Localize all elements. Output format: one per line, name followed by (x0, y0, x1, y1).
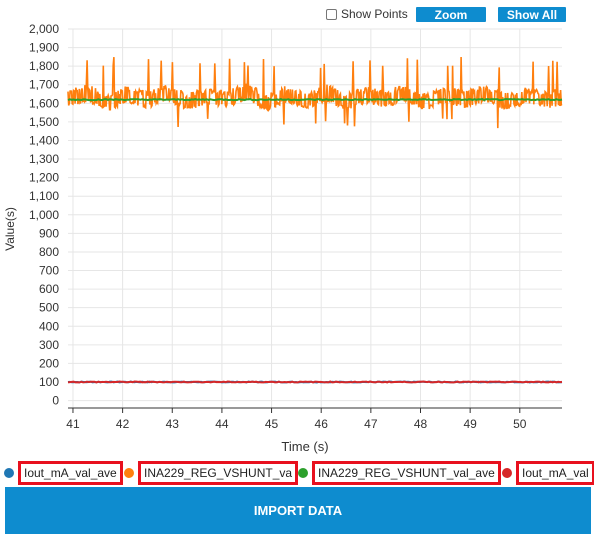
legend-dot-icon (298, 468, 308, 478)
y-tick-label: 1,000 (29, 208, 59, 222)
chart-legend: Iout_mA_val_ave INA229_REG_VSHUNT_va INA… (0, 460, 594, 486)
y-tick-label: 1,200 (29, 171, 59, 185)
x-tick-label: 49 (463, 417, 477, 431)
legend-dot-icon (4, 468, 14, 478)
y-tick-label: 700 (39, 264, 59, 278)
y-tick-label: 600 (39, 282, 59, 296)
y-tick-label: 500 (39, 301, 59, 315)
y-tick-label: 1,300 (29, 152, 59, 166)
show-points-label: Show Points (341, 7, 408, 21)
x-tick-label: 44 (215, 417, 229, 431)
y-tick-label: 1,500 (29, 115, 59, 129)
zoom-button[interactable]: Zoom (416, 7, 486, 22)
y-tick-label: 300 (39, 338, 59, 352)
y-tick-label: 1,900 (29, 41, 59, 55)
legend-label: INA229_REG_VSHUNT_val_ave (312, 461, 501, 485)
series-line-ina229-reg-vshunt-val-ave (67, 97, 563, 102)
line-chart[interactable]: 0 100 200 300 400 500 600 700 800 900 1,000 1,100 1,… (0, 24, 594, 456)
legend-item-iout-ma-val-ave[interactable]: Iout_mA_val_ave (4, 460, 123, 486)
x-tick-label: 48 (414, 417, 428, 431)
show-points-toggle[interactable]: Show Points (326, 7, 408, 21)
x-tick-label: 43 (166, 417, 180, 431)
y-tick-label: 1,400 (29, 133, 59, 147)
series-line-iout-ma-val (67, 380, 563, 384)
y-tick-label: 1,100 (29, 189, 59, 203)
legend-dot-icon (124, 468, 134, 478)
series-line-ina229-vshunt-val (67, 56, 563, 129)
legend-label: INA229_REG_VSHUNT_va (138, 461, 299, 485)
y-tick-label: 100 (39, 375, 59, 389)
legend-item-ina229-vshunt-val[interactable]: INA229_REG_VSHUNT_va (124, 460, 299, 486)
x-axis-ticks: 41 42 43 44 45 46 47 48 49 50 (66, 408, 527, 431)
y-tick-label: 900 (39, 226, 59, 240)
legend-dot-icon (502, 468, 512, 478)
y-tick-label: 200 (39, 356, 59, 370)
chart-grid (68, 28, 562, 408)
y-axis-ticks: 0 100 200 300 400 500 600 700 800 900 1,000 1,100 1,… (29, 24, 59, 408)
show-all-button[interactable]: Show All (498, 7, 566, 22)
show-points-checkbox[interactable] (326, 8, 337, 20)
y-tick-label: 0 (52, 394, 59, 408)
y-tick-label: 400 (39, 319, 59, 333)
import-data-button[interactable]: IMPORT DATA (5, 487, 591, 534)
y-axis-label: Value(s) (3, 207, 17, 251)
y-tick-label: 1,600 (29, 96, 59, 110)
legend-label: Iout_mA_val_ave (18, 461, 123, 485)
legend-item-ina229-vshunt-val-ave[interactable]: INA229_REG_VSHUNT_val_ave (298, 460, 501, 486)
x-tick-label: 42 (116, 417, 130, 431)
x-tick-label: 41 (66, 417, 80, 431)
x-axis-label: Time (s) (281, 439, 328, 454)
x-tick-label: 45 (265, 417, 279, 431)
y-tick-label: 1,700 (29, 78, 59, 92)
x-tick-label: 47 (364, 417, 378, 431)
chart-toolbar: Show Points Zoom Show All (0, 6, 594, 24)
x-tick-label: 50 (513, 417, 527, 431)
legend-label: Iout_mA_val (516, 461, 594, 485)
legend-item-iout-ma-val[interactable]: Iout_mA_val (502, 460, 594, 486)
y-tick-label: 2,000 (29, 24, 59, 36)
chart-series (67, 56, 563, 384)
y-tick-label: 800 (39, 245, 59, 259)
x-tick-label: 46 (315, 417, 329, 431)
y-tick-label: 1,800 (29, 59, 59, 73)
